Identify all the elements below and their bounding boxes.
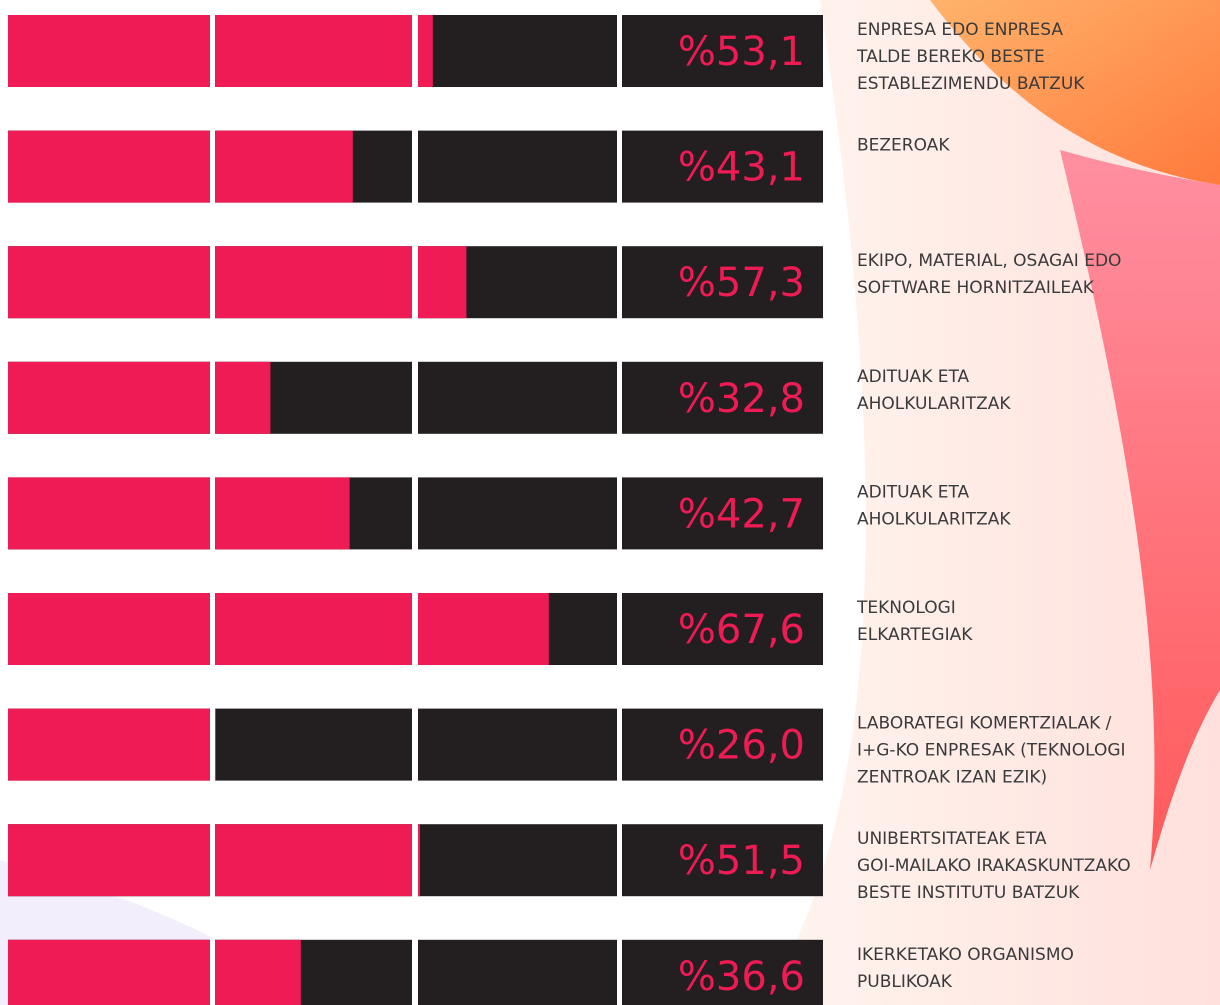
category-label: AHOLKULARITZAK [857,394,1011,414]
bar-gap [617,476,622,551]
bar-gap [617,938,622,1005]
value-box [622,939,823,1005]
bar [8,593,549,665]
bar-gap [412,245,418,320]
value-box [622,361,823,434]
category-label: EKIPO, MATERIAL, OSAGAI EDO [857,251,1121,271]
category-label: UNIBERTSITATEAK ETA [857,829,1047,849]
bar-gap [412,129,418,204]
bar-gap [617,129,622,204]
value-box [622,15,823,87]
value-label: %67,6 [678,607,805,653]
category-label: LABORATEGI KOMERTZIALAK / [857,714,1112,734]
bar-gap [617,823,622,898]
bar [8,246,467,319]
category-label: ZENTROAK IZAN EZIK) [857,768,1047,788]
value-label: %42,7 [678,491,805,537]
bar-gap [210,938,215,1005]
bar-gap [210,129,215,204]
bar-gap [210,360,215,435]
category-label: IKERKETAKO ORGANISMO [857,945,1074,965]
category-label: BEZEROAK [857,136,950,156]
bar-gap [412,14,418,88]
bar [8,130,353,203]
category-label: TEKNOLOGI [856,598,956,618]
bar-gap [210,707,215,782]
bar-gap [210,592,215,666]
value-label: %53,1 [678,29,805,75]
bar-gap [210,823,215,898]
category-label: ELKARTEGIAK [857,625,973,645]
value-box [622,246,823,319]
bar-gap [412,823,418,898]
bar-gap [412,938,418,1005]
bar-gap [617,245,622,320]
bar [8,477,350,550]
category-label: TALDE BEREKO BESTE [856,47,1045,67]
category-label: GOI-MAILAKO IRAKASKUNTZAKO [857,856,1131,876]
bar-gap [617,14,622,88]
value-box [622,824,823,897]
bar [8,708,216,781]
value-box [622,477,823,550]
value-box [622,130,823,203]
bar-gap [412,360,418,435]
bar-gap [210,476,215,551]
value-label: %32,8 [678,376,805,422]
bar-gap [412,476,418,551]
bar [8,939,301,1005]
bar [8,15,433,87]
category-label: ADITUAK ETA [857,367,970,387]
value-box [622,593,823,665]
value-box [622,708,823,781]
category-label: SOFTWARE HORNITZAILEAK [857,278,1095,298]
category-label: BESTE INSTITUTU BATZUK [857,883,1080,903]
bar-gap [617,360,622,435]
bar-gap [210,14,215,88]
category-label: PUBLIKOAK [857,972,953,992]
value-label: %57,3 [678,260,805,306]
value-label: %51,5 [678,838,805,884]
bar-gap [412,707,418,782]
bar-gap [617,592,622,666]
value-label: %26,0 [678,723,805,769]
category-label: ESTABLEZIMENDU BATZUK [857,74,1085,94]
value-label: %36,6 [678,954,805,1000]
bar-gap [617,707,622,782]
bar-gap [412,592,418,666]
category-label: I+G-KO ENPRESAK (TEKNOLOGI [857,741,1126,761]
category-label: ENPRESA EDO ENPRESA [857,20,1063,40]
bar-gap [210,245,215,320]
bar [8,361,271,434]
category-label: AHOLKULARITZAK [857,509,1011,529]
value-label: %43,1 [678,145,805,191]
category-label: ADITUAK ETA [857,482,970,502]
